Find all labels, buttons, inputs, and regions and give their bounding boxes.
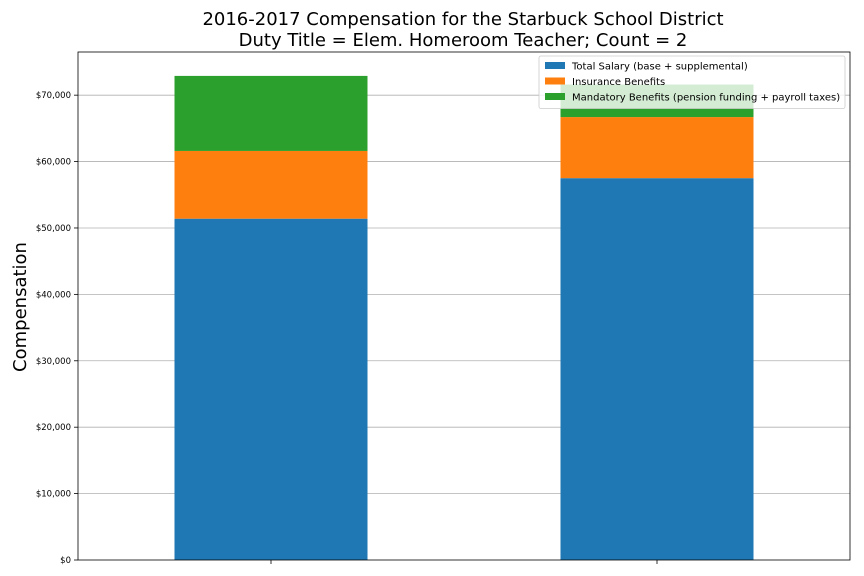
bar-segment — [174, 218, 368, 560]
y-tick-label: $70,000 — [36, 91, 71, 101]
legend-label: Mandatory Benefits (pension funding + pa… — [572, 93, 840, 104]
legend-swatch — [545, 77, 565, 85]
bar-segment — [560, 117, 754, 179]
y-tick-label: $30,000 — [36, 357, 71, 367]
y-tick-label: $40,000 — [36, 290, 71, 300]
chart-title-line1: 2016-2017 Compensation for the Starbuck … — [202, 9, 723, 30]
y-tick-label: $50,000 — [36, 224, 71, 234]
axes: $0 $10,000 $20,000 $30,000 $40,000 $50,000 $60… — [36, 51, 851, 566]
y-axis-label: Compensation — [10, 242, 31, 372]
bar-segment — [174, 150, 368, 219]
y-tick-label: $0 — [60, 556, 71, 566]
plot-frame — [77, 51, 851, 561]
bars — [174, 75, 754, 561]
legend-box — [538, 55, 846, 109]
bar-segment — [174, 75, 368, 151]
legend-label: Insurance Benefits — [572, 77, 665, 88]
legend: Total Salary (base + supplemental) Insura… — [538, 55, 846, 109]
legend-label: Total Salary (base + supplemental) — [571, 62, 748, 73]
bar-segment — [560, 178, 754, 561]
legend-swatch — [545, 93, 565, 100]
legend-swatch — [545, 62, 565, 69]
y-tick-label: $10,000 — [36, 490, 71, 500]
y-tick-label: $20,000 — [36, 423, 71, 433]
chart-title-line2: Duty Title = Elem. Homeroom Teacher; Cou… — [239, 30, 688, 51]
y-tick-label: $60,000 — [36, 158, 71, 168]
